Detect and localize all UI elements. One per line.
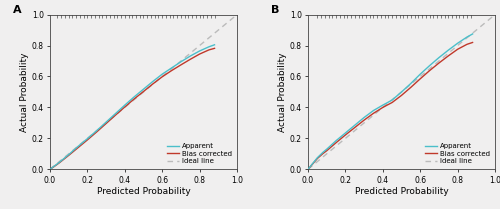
Apparent	[159, 73, 165, 75]
Apparent	[178, 61, 184, 63]
Text: A: A	[12, 5, 21, 15]
Apparent	[84, 137, 90, 140]
Bias corrected	[380, 106, 386, 109]
Legend: Apparent, Bias corrected, Ideal line: Apparent, Bias corrected, Ideal line	[424, 141, 492, 166]
Bias corrected	[131, 98, 137, 100]
Bias corrected	[56, 162, 62, 164]
Bias corrected	[150, 83, 156, 85]
Bias corrected	[50, 166, 56, 168]
Apparent	[47, 168, 53, 171]
Bias corrected	[370, 112, 376, 115]
Bias corrected	[436, 62, 442, 64]
Y-axis label: Actual Probability: Actual Probability	[20, 52, 29, 132]
Apparent	[196, 50, 202, 52]
Apparent	[370, 109, 376, 112]
Bias corrected	[196, 53, 202, 55]
Bias corrected	[389, 101, 395, 104]
Apparent	[56, 161, 62, 164]
Line: Apparent: Apparent	[50, 45, 214, 169]
Line: Bias corrected: Bias corrected	[308, 42, 472, 169]
Bias corrected	[408, 86, 414, 89]
Apparent	[389, 99, 395, 101]
Apparent	[206, 46, 212, 48]
Apparent	[436, 56, 442, 59]
Apparent	[112, 112, 118, 115]
Apparent	[75, 145, 81, 148]
X-axis label: Predicted Probability: Predicted Probability	[96, 187, 190, 196]
Bias corrected	[352, 126, 358, 129]
Apparent	[212, 43, 218, 46]
Apparent	[305, 168, 311, 171]
Apparent	[398, 91, 404, 93]
Bias corrected	[168, 69, 174, 72]
Bias corrected	[66, 154, 71, 157]
Bias corrected	[426, 69, 432, 72]
Apparent	[352, 124, 358, 126]
Bias corrected	[454, 48, 460, 51]
Bias corrected	[314, 157, 320, 160]
Apparent	[66, 153, 71, 156]
Bias corrected	[75, 146, 81, 149]
Apparent	[150, 80, 156, 83]
Apparent	[408, 82, 414, 85]
Bias corrected	[384, 104, 390, 107]
X-axis label: Predicted Probability: Predicted Probability	[354, 187, 448, 196]
Apparent	[50, 165, 56, 168]
Bias corrected	[417, 78, 423, 80]
Bias corrected	[187, 58, 193, 61]
Apparent	[324, 148, 330, 150]
Bias corrected	[361, 119, 367, 121]
Bias corrected	[212, 47, 218, 50]
Bias corrected	[103, 122, 109, 125]
Apparent	[470, 33, 476, 35]
Apparent	[454, 42, 460, 45]
Apparent	[417, 73, 423, 75]
Bias corrected	[464, 43, 470, 46]
Apparent	[361, 116, 367, 119]
Apparent	[384, 102, 390, 104]
Bias corrected	[178, 64, 184, 66]
Bias corrected	[112, 114, 118, 116]
Text: B: B	[270, 5, 279, 15]
Bias corrected	[470, 41, 476, 44]
Bias corrected	[94, 131, 100, 133]
Legend: Apparent, Bias corrected, Ideal line: Apparent, Bias corrected, Ideal line	[166, 141, 234, 166]
Apparent	[140, 88, 146, 90]
Apparent	[94, 129, 100, 132]
Apparent	[464, 36, 470, 38]
Bias corrected	[398, 94, 404, 97]
Apparent	[131, 96, 137, 98]
Apparent	[103, 121, 109, 123]
Apparent	[446, 49, 452, 51]
Apparent	[320, 151, 326, 154]
Bias corrected	[342, 134, 348, 136]
Bias corrected	[140, 90, 146, 93]
Apparent	[333, 139, 339, 142]
Bias corrected	[84, 139, 90, 141]
Y-axis label: Actual Probability: Actual Probability	[278, 52, 287, 132]
Bias corrected	[47, 168, 53, 171]
Bias corrected	[122, 106, 128, 108]
Bias corrected	[320, 152, 326, 155]
Bias corrected	[333, 141, 339, 144]
Apparent	[342, 132, 348, 134]
Bias corrected	[206, 49, 212, 51]
Bias corrected	[324, 149, 330, 152]
Apparent	[426, 64, 432, 67]
Apparent	[122, 104, 128, 106]
Apparent	[314, 156, 320, 159]
Apparent	[380, 104, 386, 106]
Bias corrected	[446, 55, 452, 57]
Line: Apparent: Apparent	[308, 34, 472, 169]
Line: Bias corrected: Bias corrected	[50, 48, 214, 169]
Apparent	[187, 55, 193, 57]
Bias corrected	[305, 168, 311, 171]
Apparent	[168, 67, 174, 69]
Bias corrected	[159, 75, 165, 78]
